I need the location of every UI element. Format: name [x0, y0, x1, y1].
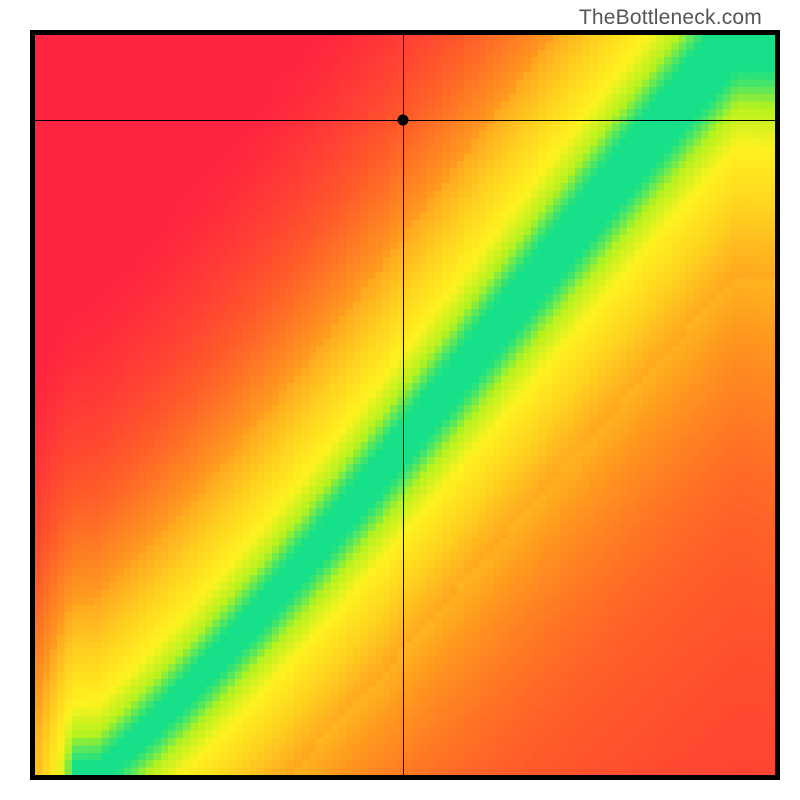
crosshair-vertical [403, 35, 404, 775]
crosshair-marker [397, 115, 408, 126]
watermark-text: TheBottleneck.com [579, 6, 762, 30]
chart-container: TheBottleneck.com [0, 0, 800, 800]
bottleneck-heatmap [35, 35, 775, 775]
plot-area [30, 30, 780, 780]
